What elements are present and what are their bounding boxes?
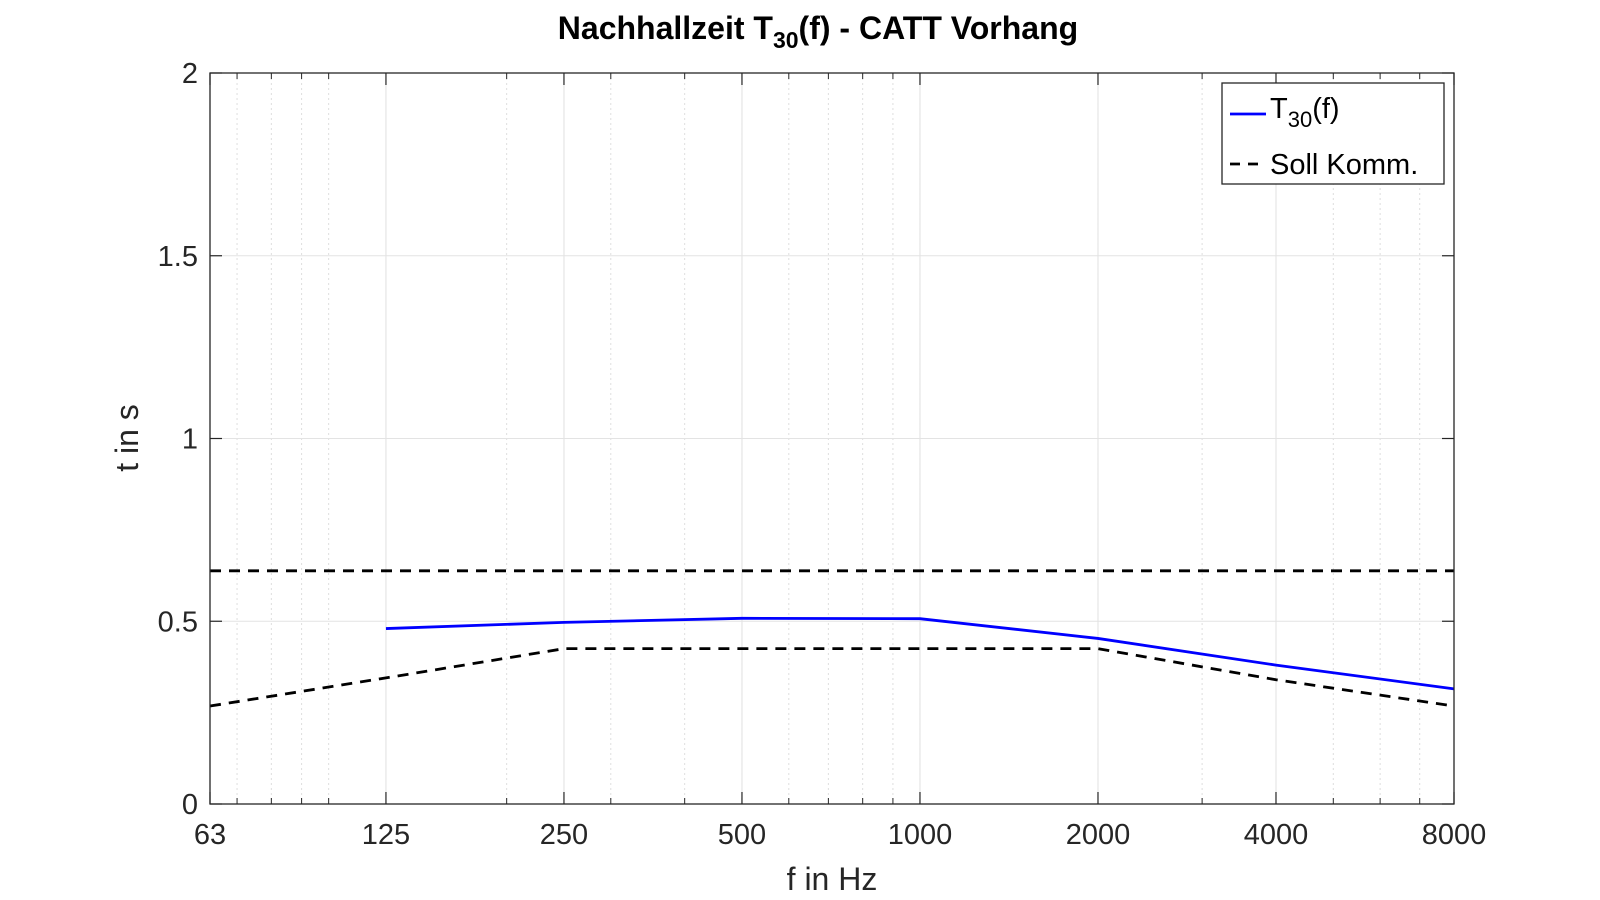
y-tick-label: 0 bbox=[182, 789, 198, 821]
legend-entry-t30-rest: (f) bbox=[1312, 93, 1339, 125]
x-tick-label: 250 bbox=[540, 819, 588, 851]
x-tick-label: 500 bbox=[718, 819, 766, 851]
x-tick-label: 1000 bbox=[888, 819, 953, 851]
axis-ticks: 63 125 250 500 1000 2000 4000 8000 0 0.5 1 1.5 2 bbox=[158, 58, 1487, 851]
y-axis-label: t in s bbox=[109, 404, 145, 472]
x-tick-label: 2000 bbox=[1066, 819, 1131, 851]
legend: T30(f) Soll Komm. bbox=[1221, 82, 1445, 185]
legend-entry-t30: T30(f) bbox=[1270, 93, 1340, 132]
x-axis-label: f in Hz bbox=[787, 861, 878, 897]
chart-title-subscript: 30 bbox=[773, 27, 799, 53]
data-series bbox=[209, 569, 1455, 708]
series-line-t30 bbox=[385, 616, 1455, 691]
legend-entry-t30-subscript: 30 bbox=[1288, 107, 1312, 132]
x-tick-label: 8000 bbox=[1422, 819, 1487, 851]
y-tick-label: 1.5 bbox=[158, 241, 198, 273]
legend-box bbox=[1221, 82, 1445, 185]
chart-title-rest: (f) - CATT Vorhang bbox=[799, 10, 1079, 46]
chart-title: Nachhallzeit T30(f) - CATT Vorhang bbox=[558, 10, 1078, 53]
x-tick-label: 63 bbox=[194, 819, 226, 851]
y-tick-label: 2 bbox=[182, 58, 198, 90]
x-tick-label: 125 bbox=[362, 819, 410, 851]
y-tick-label: 1 bbox=[182, 424, 198, 456]
legend-entry-t30-main: T bbox=[1270, 93, 1288, 125]
chart-title-main: Nachhallzeit T bbox=[558, 10, 774, 46]
legend-entry-soll-komm: Soll Komm. bbox=[1270, 149, 1418, 181]
x-tick-label: 4000 bbox=[1244, 819, 1309, 851]
y-tick-label: 0.5 bbox=[158, 606, 198, 638]
